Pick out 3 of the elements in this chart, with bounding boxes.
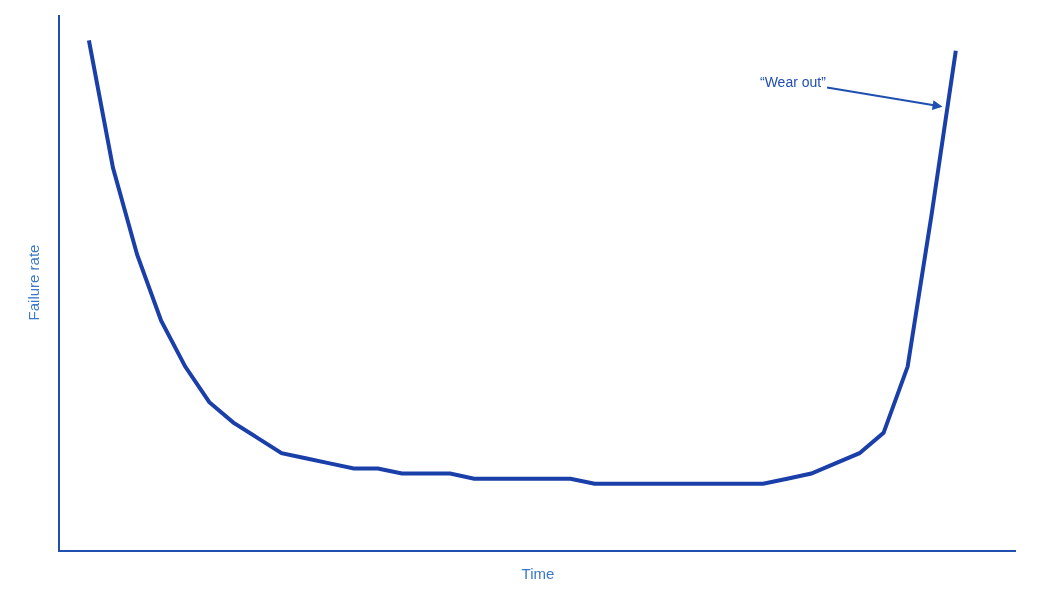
y-axis-title: Failure rate (24, 244, 42, 321)
x-axis-title: Time (521, 564, 555, 582)
annotation: “Wear out” (760, 74, 827, 90)
